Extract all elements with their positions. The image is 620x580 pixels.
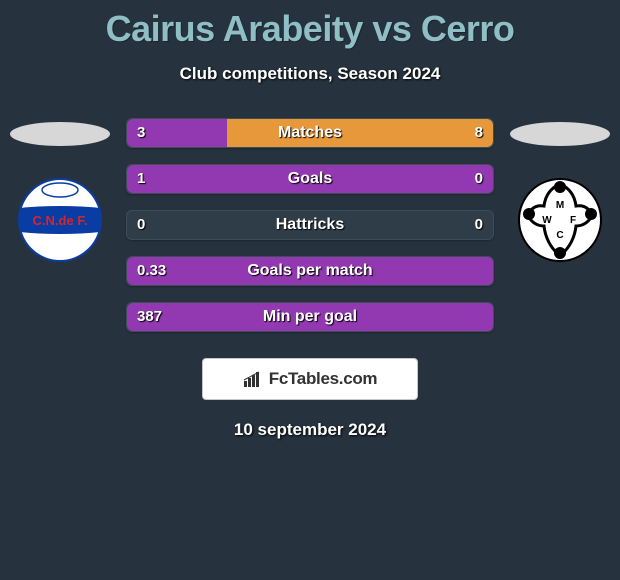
main-layout: C.N.de F. 38Matches 10Goals 00Hattricks 0.3…	[0, 118, 620, 348]
bar-chart-icon	[243, 370, 265, 388]
stat-row: 387Min per goal	[126, 302, 494, 332]
right-oval-logo	[510, 122, 610, 146]
wanderers-crest-icon: M W F C	[518, 178, 602, 262]
brand-inner: FcTables.com	[243, 369, 378, 389]
stats-column: 38Matches 10Goals 00Hattricks 0.33Goals per…	[120, 118, 500, 348]
stat-row: 00Hattricks	[126, 210, 494, 240]
comparison-card: Cairus Arabeity vs Cerro Club competitio…	[0, 0, 620, 580]
left-crest: C.N.de F.	[18, 178, 102, 262]
stat-label: Min per goal	[127, 303, 493, 331]
stat-label: Goals	[127, 165, 493, 193]
left-side: C.N.de F.	[0, 118, 120, 262]
stat-label: Hattricks	[127, 211, 493, 239]
page-title: Cairus Arabeity vs Cerro	[0, 0, 620, 50]
right-side: M W F C	[500, 118, 620, 262]
nacional-crest-icon: C.N.de F.	[18, 178, 102, 262]
svg-text:F: F	[570, 215, 576, 226]
subtitle: Club competitions, Season 2024	[0, 64, 620, 84]
svg-text:W: W	[542, 215, 552, 226]
date-label: 10 september 2024	[0, 420, 620, 440]
svg-text:C: C	[556, 230, 563, 241]
svg-text:M: M	[556, 200, 564, 211]
svg-text:C.N.de F.: C.N.de F.	[33, 213, 88, 228]
brand-badge[interactable]: FcTables.com	[202, 358, 418, 400]
stat-row: 38Matches	[126, 118, 494, 148]
stat-row: 0.33Goals per match	[126, 256, 494, 286]
brand-text: FcTables.com	[269, 369, 378, 389]
stat-row: 10Goals	[126, 164, 494, 194]
right-crest: M W F C	[518, 178, 602, 262]
stat-label: Goals per match	[127, 257, 493, 285]
left-oval-logo	[10, 122, 110, 146]
stat-label: Matches	[127, 119, 493, 147]
